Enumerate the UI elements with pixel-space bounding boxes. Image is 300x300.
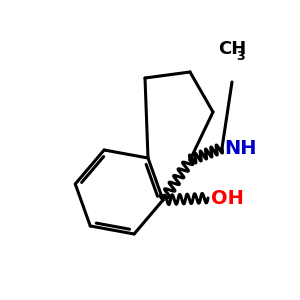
Text: OH: OH (211, 188, 244, 208)
Text: NH: NH (224, 139, 257, 158)
Text: CH: CH (218, 40, 246, 58)
Text: 3: 3 (237, 50, 245, 63)
